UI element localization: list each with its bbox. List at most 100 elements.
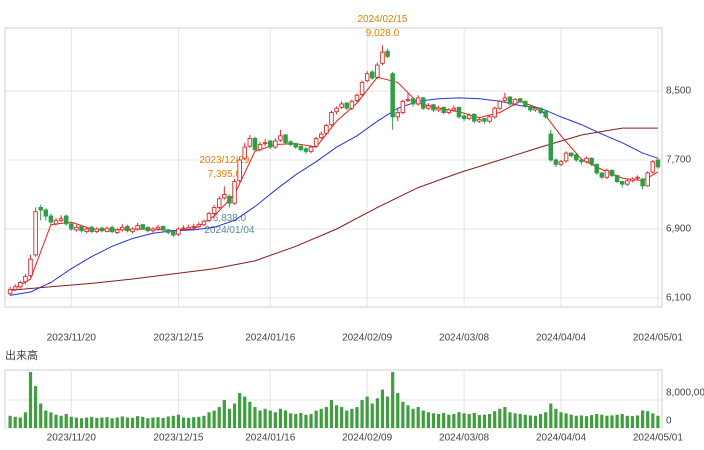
y-tick-label: 6,100 bbox=[666, 293, 691, 304]
volume-bar bbox=[187, 417, 191, 428]
volume-bar bbox=[574, 415, 578, 428]
volume-bar bbox=[375, 398, 379, 428]
volume-bar bbox=[447, 414, 451, 428]
volume-bar bbox=[34, 386, 38, 428]
candle-body bbox=[380, 51, 385, 64]
volume-bar bbox=[635, 415, 640, 428]
volume-bar bbox=[477, 415, 481, 428]
candle-body bbox=[12, 286, 18, 290]
candle-body bbox=[568, 152, 574, 157]
candle-body bbox=[431, 104, 436, 111]
volume-bar bbox=[222, 400, 226, 428]
volume-bar bbox=[243, 396, 247, 428]
volume-bar bbox=[151, 417, 155, 428]
candle-body bbox=[630, 178, 635, 182]
candle-body bbox=[614, 175, 620, 183]
candle-body bbox=[222, 194, 227, 199]
volume-bar bbox=[49, 412, 53, 428]
volume-bar bbox=[513, 413, 517, 428]
volume-bar bbox=[365, 396, 369, 428]
volume-bar bbox=[283, 410, 288, 428]
x-tick-label: 2024/04/04 bbox=[536, 333, 586, 344]
volume-bar bbox=[324, 407, 328, 428]
candle-body bbox=[324, 125, 329, 134]
volume-bar bbox=[472, 412, 476, 428]
moving-average-line bbox=[10, 127, 658, 291]
candle-body bbox=[329, 112, 334, 126]
volume-bar bbox=[625, 415, 629, 428]
volume-bar bbox=[350, 408, 354, 428]
volume-bar bbox=[467, 414, 471, 428]
candle-body bbox=[589, 157, 594, 165]
volume-bar bbox=[309, 414, 313, 428]
candle-body bbox=[247, 137, 253, 147]
candle-body bbox=[53, 219, 59, 225]
x-tick-label: 2023/12/15 bbox=[153, 433, 203, 444]
candle-body bbox=[456, 106, 462, 118]
candle-body bbox=[186, 226, 191, 230]
volume-bar bbox=[273, 412, 277, 428]
volume-bar bbox=[105, 417, 109, 428]
candle-body bbox=[38, 206, 43, 211]
candle-body bbox=[196, 224, 202, 227]
price-frame bbox=[4, 27, 663, 308]
x-tick-label: 2024/05/01 bbox=[633, 333, 683, 344]
volume-bar bbox=[197, 416, 201, 428]
candle-body bbox=[364, 73, 370, 82]
candle-body bbox=[650, 161, 656, 173]
candle-body bbox=[421, 97, 426, 109]
volume-bar bbox=[74, 417, 79, 428]
candle-body bbox=[216, 198, 222, 208]
candle-body bbox=[232, 181, 237, 204]
candle-body bbox=[619, 181, 625, 185]
candle-body bbox=[635, 176, 640, 179]
volume-bar bbox=[39, 403, 43, 428]
candle-body bbox=[477, 118, 482, 122]
volume-bar bbox=[554, 408, 558, 428]
candle-body bbox=[43, 209, 49, 217]
volume-bar bbox=[406, 405, 410, 428]
volume-bar bbox=[95, 417, 99, 428]
candle-body bbox=[563, 152, 569, 162]
annotation-date: 2024/01/04 bbox=[204, 225, 254, 236]
candle-body bbox=[313, 137, 319, 147]
volume-bar bbox=[192, 417, 196, 428]
candle-body bbox=[507, 96, 513, 105]
volume-bar bbox=[416, 407, 420, 428]
candle-body bbox=[181, 227, 186, 230]
candle-body bbox=[89, 226, 94, 233]
candle-body bbox=[410, 98, 416, 105]
volume-bar bbox=[258, 410, 262, 428]
candle-body bbox=[375, 64, 380, 78]
candle-body bbox=[242, 146, 247, 159]
volume-bar bbox=[253, 407, 257, 428]
volume-bar bbox=[498, 408, 502, 428]
volume-bar bbox=[227, 408, 232, 428]
candle-body bbox=[339, 103, 344, 108]
candle-body bbox=[120, 226, 125, 231]
volume-bar bbox=[482, 414, 487, 428]
annotation-value: 7,395.0 bbox=[208, 169, 242, 180]
volume-bar bbox=[136, 416, 140, 428]
y-tick-label: 7,700 bbox=[666, 155, 691, 166]
candle-body bbox=[99, 227, 105, 232]
volume-bar bbox=[426, 412, 430, 428]
candle-body bbox=[390, 73, 395, 118]
candle-body bbox=[609, 169, 615, 176]
candle-body bbox=[135, 225, 140, 230]
candle-body bbox=[502, 97, 508, 101]
volume-bar bbox=[533, 415, 538, 428]
candle-body bbox=[155, 226, 161, 230]
candle-body bbox=[599, 172, 605, 178]
candle-body bbox=[415, 97, 421, 105]
volume-tick-label: 8,000,000 bbox=[666, 388, 704, 399]
candle-body bbox=[349, 100, 355, 109]
candle-body bbox=[48, 215, 54, 223]
candle-body bbox=[257, 144, 263, 151]
volume-bar bbox=[156, 417, 160, 428]
candle-body bbox=[655, 159, 661, 168]
volume-bar bbox=[600, 414, 604, 428]
x-tick-label: 2024/01/16 bbox=[245, 333, 295, 344]
candle-body bbox=[640, 178, 645, 187]
